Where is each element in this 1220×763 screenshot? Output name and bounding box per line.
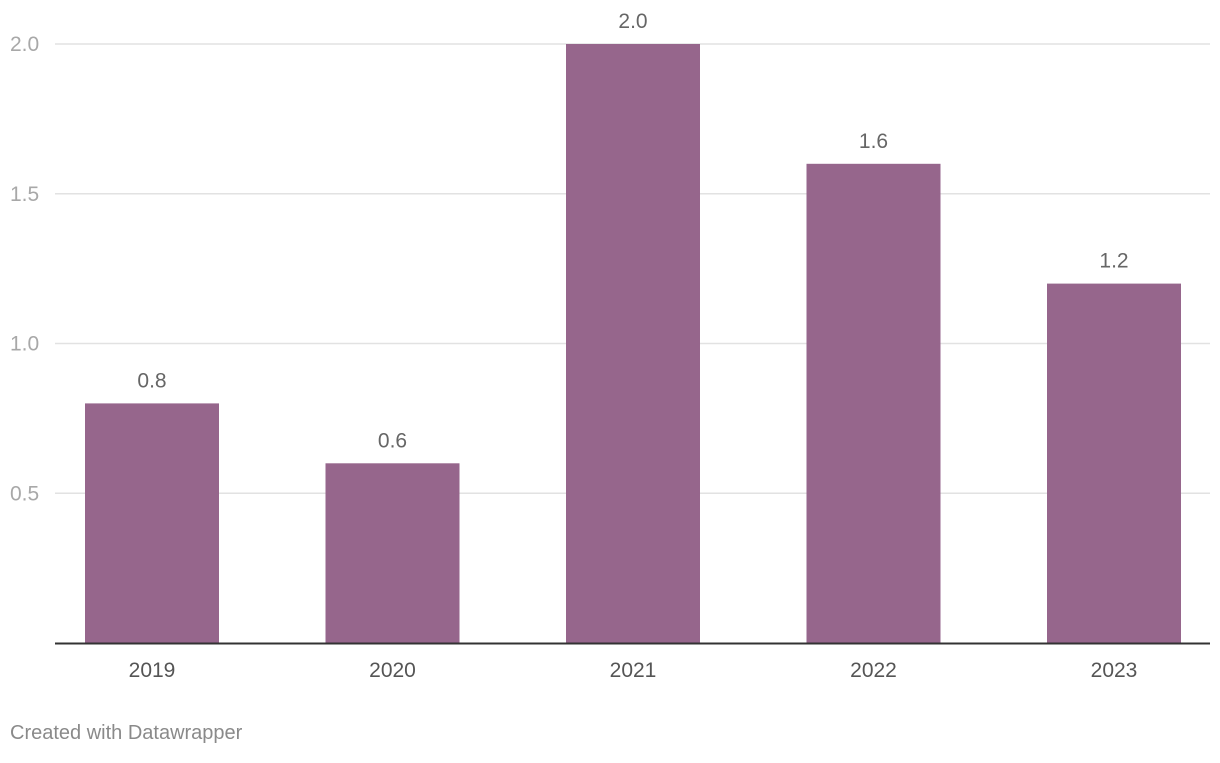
value-label-2022: 1.6 (859, 130, 888, 153)
value-label-2019: 0.8 (137, 369, 166, 392)
category-label-2019: 2019 (129, 659, 176, 682)
category-label-2023: 2023 (1091, 659, 1138, 682)
bar-2023 (1047, 283, 1181, 643)
bar-2022 (806, 163, 941, 644)
value-label-2023: 1.2 (1099, 250, 1128, 273)
y-tick-label: 1.0 (10, 333, 39, 356)
bar-2019 (85, 403, 219, 643)
value-label-2020: 0.6 (378, 429, 407, 452)
bars (85, 44, 1181, 644)
category-label-2020: 2020 (369, 659, 416, 682)
category-label-2021: 2021 (610, 659, 657, 682)
category-label-2022: 2022 (850, 659, 897, 682)
credit-text: Created with Datawrapper (10, 722, 243, 744)
x-axis-labels: 2019 2020 2021 2022 2023 (129, 659, 1138, 682)
bar-2020 (325, 463, 460, 643)
bar-2021 (566, 44, 700, 643)
y-tick-label: 2.0 (10, 33, 39, 56)
y-axis-ticks: 0.5 1.0 1.5 2.0 (10, 33, 39, 505)
y-tick-label: 0.5 (10, 482, 39, 505)
value-labels: 0.8 0.6 2.0 1.6 1.2 (137, 10, 1128, 452)
y-tick-label: 1.5 (10, 183, 39, 206)
value-label-2021: 2.0 (618, 10, 647, 33)
